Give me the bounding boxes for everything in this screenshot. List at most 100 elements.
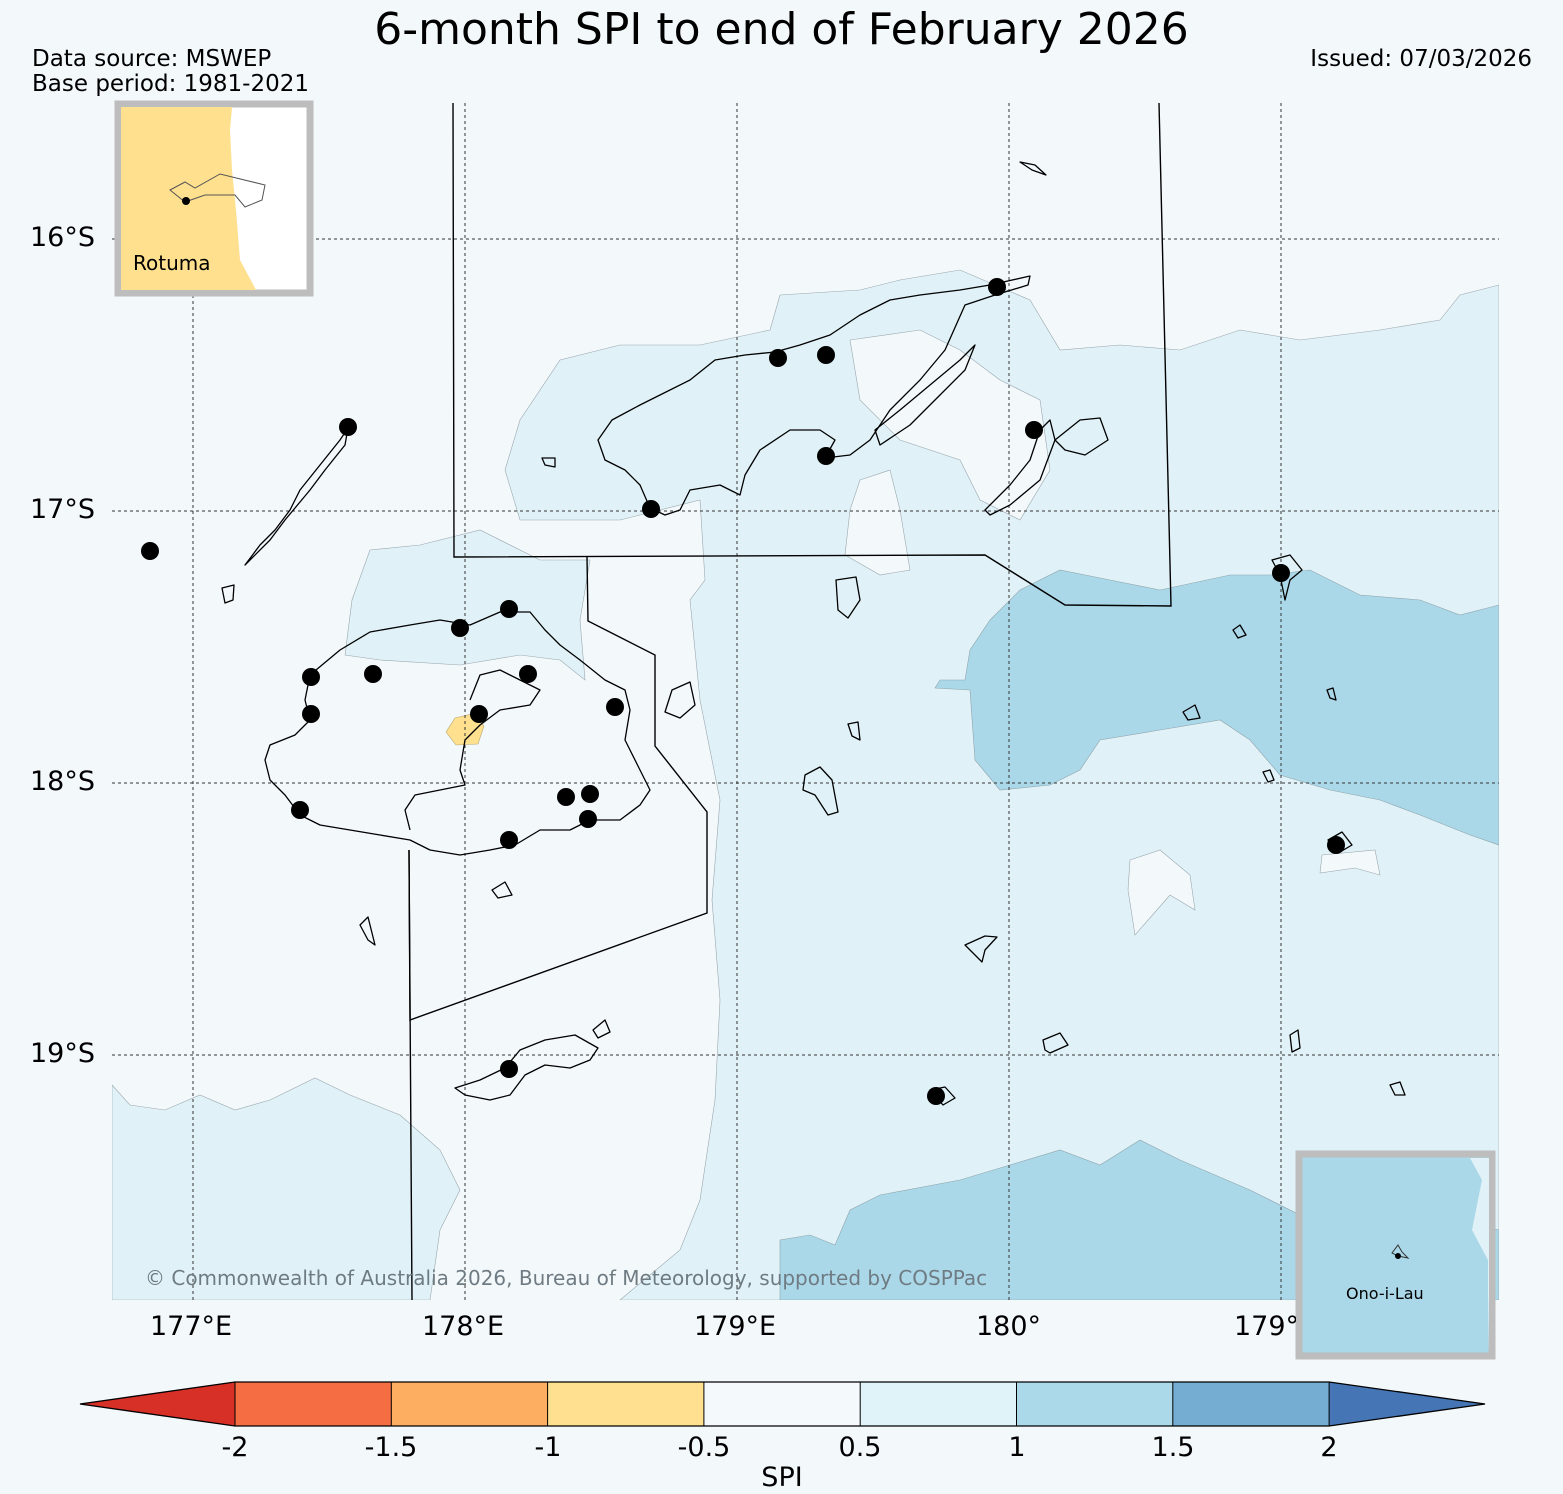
station-dot <box>642 500 660 518</box>
colorbar-segment <box>1016 1382 1173 1426</box>
map-title: 6-month SPI to end of February 2026 <box>374 4 1189 55</box>
colorbar-tick: 0.5 <box>838 1432 882 1463</box>
coast-small-6 <box>1262 769 1275 783</box>
colorbar-label: SPI <box>761 1462 803 1493</box>
onoilau-spi-fill <box>1470 1158 1489 1352</box>
station-dot <box>339 418 357 436</box>
coast-cikobia <box>1019 161 1047 176</box>
rotuma-station <box>182 197 190 205</box>
coast-mamanuca <box>221 584 235 604</box>
station-dot <box>500 831 518 849</box>
coast-vatulele <box>359 916 376 946</box>
western-division-boundary <box>408 849 413 1300</box>
station-dot <box>291 801 309 819</box>
spi-contour-05-1-southwest <box>112 1077 461 1300</box>
station-dot <box>606 698 624 716</box>
station-dot <box>500 600 518 618</box>
rotuma-coast <box>169 173 266 208</box>
colorbar-segment <box>547 1382 704 1426</box>
colorbar-tick: -1 <box>534 1432 562 1463</box>
station-dot <box>1272 564 1290 582</box>
coast-small-4 <box>1389 1081 1406 1096</box>
spi-contour-below05-hole <box>849 329 1051 521</box>
colorbar-tick: 2 <box>1320 1432 1338 1463</box>
coast-qamea <box>1054 417 1109 456</box>
station-dot <box>1327 836 1345 854</box>
coast-small-8 <box>541 457 556 468</box>
station-dot <box>141 542 159 560</box>
colorbar-segment <box>1172 1382 1330 1426</box>
station-dot <box>817 447 835 465</box>
station-dot <box>581 785 599 803</box>
lat-label-17s: 17°S <box>30 494 95 525</box>
colorbar-tick: -2 <box>221 1432 249 1463</box>
lon-label-179e: 179°E <box>694 1311 777 1342</box>
coast-small-1 <box>1232 624 1247 639</box>
colorbar-segment <box>80 1382 235 1426</box>
colorbar <box>79 1381 1486 1427</box>
lat-label-18s: 18°S <box>30 766 95 797</box>
coast-beqa <box>491 881 513 899</box>
coast-lakeba <box>964 935 998 963</box>
coast-vanua-levu <box>597 275 1031 516</box>
station-dot <box>988 278 1006 296</box>
station-dot <box>1025 421 1043 439</box>
station-dot <box>557 788 575 806</box>
coast-gau <box>802 766 839 816</box>
spi-contour-below05-hole-4 <box>1319 849 1381 876</box>
station-dot <box>500 1060 518 1078</box>
stations <box>141 278 1345 1105</box>
division-boundaries <box>408 103 1172 1300</box>
lon-label-177e: 177°E <box>150 1311 233 1342</box>
station-dot <box>579 810 597 828</box>
station-dot <box>451 619 469 637</box>
coast-small-7 <box>592 1019 611 1039</box>
colorbar-segment <box>860 1382 1017 1426</box>
station-dot <box>927 1087 945 1105</box>
spi-contour-below05-hole-3 <box>1127 849 1196 936</box>
northern-division-boundary <box>452 103 1172 607</box>
central-division-boundary <box>408 556 708 1021</box>
colorbar-segment <box>703 1382 861 1426</box>
coast-viti-levu-inlet <box>404 669 541 831</box>
spi-contour-1-15-east <box>934 569 1499 846</box>
station-dot <box>364 665 382 683</box>
station-dot <box>470 705 488 723</box>
coast-moala <box>1042 1032 1069 1054</box>
issued-date: Issued: 07/03/2026 <box>1310 46 1532 72</box>
colorbar-tick: -0.5 <box>677 1432 731 1463</box>
station-dot <box>519 665 537 683</box>
lon-label-179w: 179°W <box>1234 1311 1296 1342</box>
coast-naitauba <box>1182 704 1201 721</box>
coast-small-5 <box>1289 1029 1301 1053</box>
coast-small-9 <box>847 721 861 741</box>
onoilau-label: Ono-i-Lau <box>1346 1284 1424 1303</box>
coast-koro <box>835 576 861 619</box>
colorbar-segment <box>391 1382 548 1426</box>
station-dot <box>302 705 320 723</box>
graticule <box>112 103 1499 1300</box>
coast-vanua-levu-east <box>874 344 976 446</box>
colorbar-segment <box>1329 1382 1485 1426</box>
spi-contour-below05-hole-2 <box>844 469 911 576</box>
copyright-text: © Commonwealth of Australia 2026, Bureau… <box>145 1266 988 1290</box>
coast-taveuni <box>984 419 1056 516</box>
onoilau-station <box>1395 1253 1401 1259</box>
station-dot <box>769 349 787 367</box>
rotuma-label: Rotuma <box>133 251 211 275</box>
spi-map-area <box>112 103 1499 1300</box>
rotuma-inset <box>114 100 314 297</box>
station-dot <box>302 668 320 686</box>
source-info: Data source: MSWEP Base period: 1981-202… <box>32 47 309 97</box>
lon-label-180: 180° <box>976 1311 1042 1342</box>
data-source-text: Data source: MSWEP <box>32 46 272 72</box>
colorbar-segment <box>235 1382 392 1426</box>
coast-ovalau <box>664 681 696 719</box>
lat-label-19s: 19°S <box>30 1038 95 1069</box>
colorbar-tick: 1 <box>1008 1432 1026 1463</box>
onoilau-inset <box>1295 1150 1496 1360</box>
lat-label-16s: 16°S <box>30 222 95 253</box>
coast-small-2 <box>1326 687 1337 701</box>
colorbar-tick: 1.5 <box>1151 1432 1195 1463</box>
